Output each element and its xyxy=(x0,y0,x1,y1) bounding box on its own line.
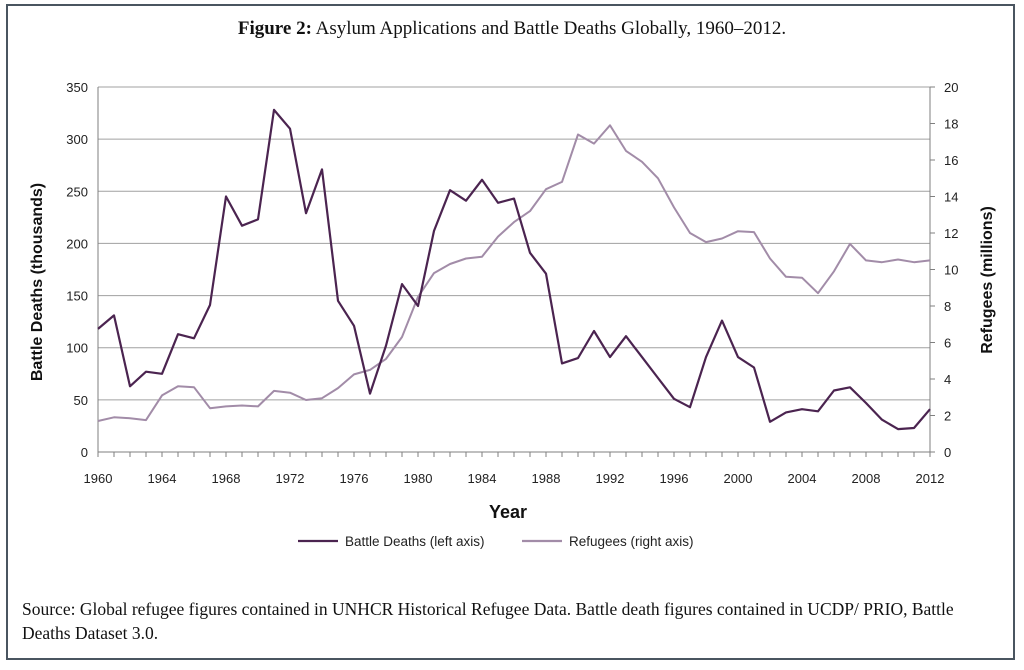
tick-labels: 1960 1964 1968 1972 1976 1980 1984 1988 1992 1996… xyxy=(66,80,958,486)
y-right-tick-label: 6 xyxy=(944,336,951,351)
legend-label-refugees: Refugees (right axis) xyxy=(569,534,694,549)
y-left-tick-label: 50 xyxy=(74,393,88,408)
series-lines xyxy=(97,108,931,431)
x-tick-label: 2012 xyxy=(916,471,945,486)
y-right-tick-label: 10 xyxy=(944,263,958,278)
y-right-tick-label: 14 xyxy=(944,190,958,205)
x-tick-label: 1972 xyxy=(276,471,305,486)
x-tick-label: 1996 xyxy=(660,471,689,486)
legend-label-battle-deaths: Battle Deaths (left axis) xyxy=(345,534,485,549)
x-tick-label: 1980 xyxy=(404,471,433,486)
y-left-tick-label: 300 xyxy=(66,132,88,147)
x-tick-label: 1992 xyxy=(596,471,625,486)
y-left-tick-label: 350 xyxy=(66,80,88,95)
y-left-tick-label: 0 xyxy=(81,445,88,460)
figure-title: Figure 2: Asylum Applications and Battle… xyxy=(0,18,1024,40)
y-left-tick-label: 100 xyxy=(66,341,88,356)
battle-deaths-line xyxy=(97,108,931,431)
y-right-tick-label: 4 xyxy=(944,372,951,387)
figure-title-text: Asylum Applications and Battle Deaths Gl… xyxy=(315,18,787,39)
x-axis-title: Year xyxy=(489,502,527,522)
x-tick-label: 2008 xyxy=(852,471,881,486)
chart: 1960 1964 1968 1972 1976 1980 1984 1988 1992 1996… xyxy=(29,80,996,549)
figure-frame xyxy=(6,4,1015,660)
y-right-tick-label: 16 xyxy=(944,153,958,168)
x-tick-label: 1976 xyxy=(340,471,369,486)
legend: Battle Deaths (left axis) Refugees (righ… xyxy=(298,534,694,549)
y-axis-left-title: Battle Deaths (thousands) xyxy=(29,183,46,381)
y-left-tick-label: 250 xyxy=(66,184,88,199)
x-tick-label: 1960 xyxy=(84,471,113,486)
x-tick-label: 1984 xyxy=(468,471,497,486)
x-tick-label: 1988 xyxy=(532,471,561,486)
axes xyxy=(97,86,935,457)
y-right-tick-label: 12 xyxy=(944,226,958,241)
y-right-tick-label: 8 xyxy=(944,299,951,314)
y-right-tick-label: 2 xyxy=(944,409,951,424)
x-tick-label: 1968 xyxy=(212,471,241,486)
refugees-line xyxy=(97,124,931,422)
grid-lines xyxy=(98,86,930,401)
x-tick-label: 1964 xyxy=(148,471,177,486)
y-left-tick-label: 150 xyxy=(66,289,88,304)
y-right-tick-label: 0 xyxy=(944,445,951,460)
y-axis-right-title: Refugees (millions) xyxy=(979,206,996,354)
y-left-tick-label: 200 xyxy=(66,236,88,251)
x-tick-label: 2004 xyxy=(788,471,817,486)
x-tick-label: 2000 xyxy=(724,471,753,486)
source-note: Source: Global refugee figures contained… xyxy=(22,599,954,643)
y-right-tick-label: 18 xyxy=(944,117,958,132)
figure-label: Figure 2: xyxy=(237,18,312,39)
y-right-tick-label: 20 xyxy=(944,80,958,95)
